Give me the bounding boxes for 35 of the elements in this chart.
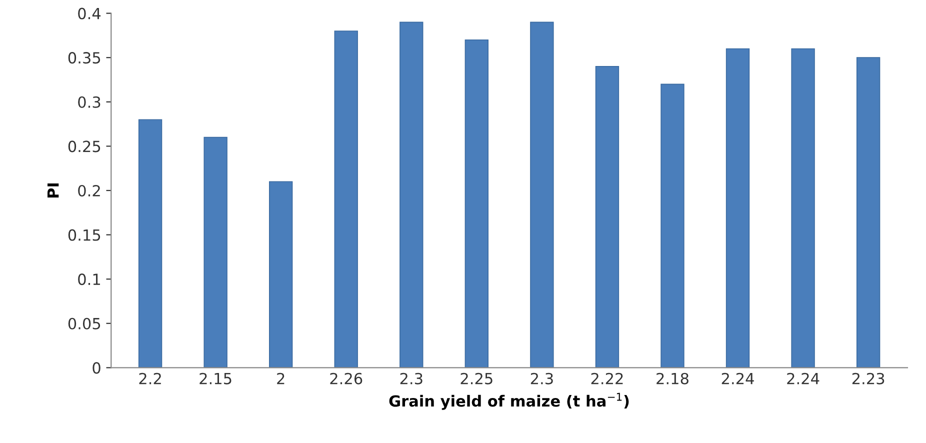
bar [660,84,684,368]
y-tick-label: 0.2 [78,184,100,197]
x-tick-label: 2.25 [460,372,492,384]
bar [334,30,358,368]
y-axis-title: PI [48,183,59,198]
bar [464,39,489,368]
x-tick-label: 2.3 [530,372,553,384]
x-tick-label: 2 [277,372,284,384]
x-tick-label: 2.3 [400,372,422,384]
x-axis-title: Grain yield of maize (t ha$^{−1}$) [389,392,629,410]
x-tick-label: 2.23 [852,372,884,384]
bar [204,136,228,368]
y-tick-label: 0.25 [68,140,100,152]
y-tick-label: 0 [92,362,100,374]
x-tick-label: 2.18 [656,372,688,384]
y-tick-label: 0.1 [78,274,100,286]
bar [595,66,620,368]
bar [400,22,424,368]
bar [530,22,554,368]
y-tick-label: 0.35 [68,52,100,64]
bar [138,119,162,368]
y-tick-label: 0.15 [68,229,100,241]
y-tick-label: 0.05 [68,318,100,330]
x-tick-label: 2.24 [787,372,820,384]
bar [726,48,750,368]
y-tick-label: 0.3 [78,96,100,108]
x-tick-label: 2.22 [591,372,623,384]
x-tick-label: 2.24 [722,372,754,384]
bar [856,57,880,368]
x-tick-label: 2.15 [200,372,232,384]
bar [268,181,293,368]
bar [791,48,815,368]
x-tick-label: 2.2 [139,372,161,384]
y-tick-label: 0.4 [78,8,101,20]
x-tick-label: 2.26 [330,372,362,384]
